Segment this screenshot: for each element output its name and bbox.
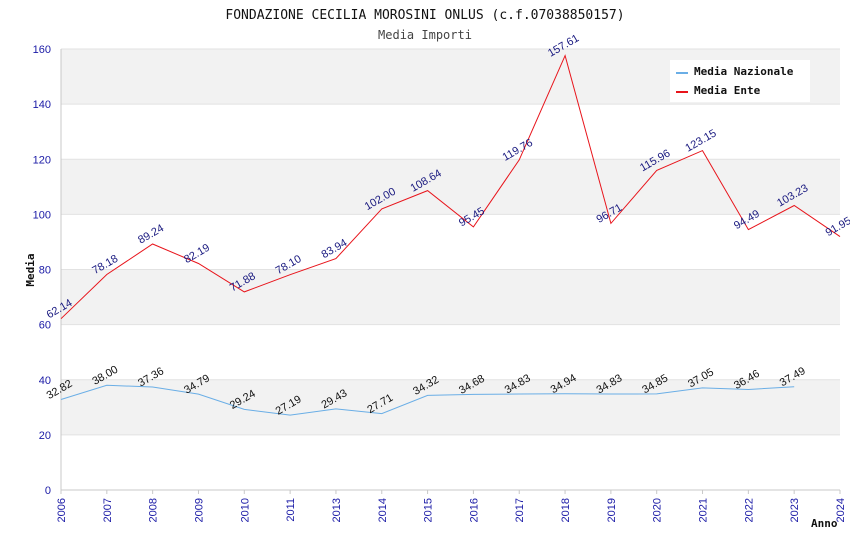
- chart-subtitle: Media Importi: [378, 28, 472, 42]
- y-axis-title: Media: [24, 253, 37, 286]
- x-tick-label: 2009: [193, 498, 205, 522]
- y-tick-label: 140: [33, 99, 51, 111]
- x-tick-label: 2006: [56, 498, 68, 522]
- y-tick-label: 0: [45, 485, 51, 497]
- x-tick-label: 2007: [102, 498, 114, 522]
- grid-band: [61, 214, 840, 270]
- grid-band: [61, 324, 840, 380]
- x-tick-label: 2010: [239, 498, 251, 522]
- x-tick-label: 2018: [560, 498, 572, 522]
- x-axis: 2006 2007 2008 2009 2010 2011 2013 2014 2015 2016…: [56, 489, 847, 522]
- series-line-media-ente: [60, 54, 841, 320]
- chart-title: FONDAZIONE CECILIA MOROSINI ONLUS (c.f.0…: [225, 8, 624, 23]
- grid-band: [61, 104, 840, 160]
- grid-band: [61, 269, 840, 325]
- x-tick-label: 2015: [423, 498, 435, 522]
- x-tick-label: 2011: [285, 498, 297, 522]
- x-tick-label: 2021: [698, 498, 710, 522]
- legend-label-media-ente: Media Ente: [694, 84, 761, 97]
- plot-background: [61, 48, 840, 491]
- grid-band: [61, 379, 840, 435]
- x-tick-label: 2014: [377, 498, 389, 522]
- y-tick-label: 20: [39, 430, 51, 442]
- y-tick-label: 120: [33, 154, 51, 166]
- x-tick-label: 2023: [789, 498, 801, 522]
- series-layer: [60, 54, 841, 416]
- y-tick-label: 100: [33, 209, 51, 221]
- x-tick-label: 2020: [652, 498, 664, 522]
- y-axis: 0 20 40 60 80 100 120 140 160: [33, 44, 62, 497]
- x-tick-label: 2017: [514, 498, 526, 522]
- legend-label-media-nazionale: Media Nazionale: [694, 65, 794, 78]
- y-tick-label: 40: [39, 375, 51, 387]
- series-line-media-nazionale: [60, 384, 795, 416]
- y-tick-label: 60: [39, 320, 51, 332]
- legend-box: [670, 60, 810, 102]
- grid-band: [61, 434, 840, 490]
- x-tick-label: 2016: [468, 498, 480, 522]
- y-tick-label: 80: [39, 265, 51, 277]
- x-tick-label: 2008: [148, 498, 160, 522]
- y-tick-label: 160: [33, 44, 51, 56]
- x-tick-label: 2024: [835, 498, 847, 522]
- x-axis-title: Anno: [811, 517, 838, 530]
- x-tick-label: 2019: [606, 498, 618, 522]
- x-tick-label: 2013: [331, 498, 343, 522]
- x-tick-label: 2022: [743, 498, 755, 522]
- grid-band: [61, 159, 840, 215]
- legend: Media Nazionale Media Ente: [670, 60, 810, 102]
